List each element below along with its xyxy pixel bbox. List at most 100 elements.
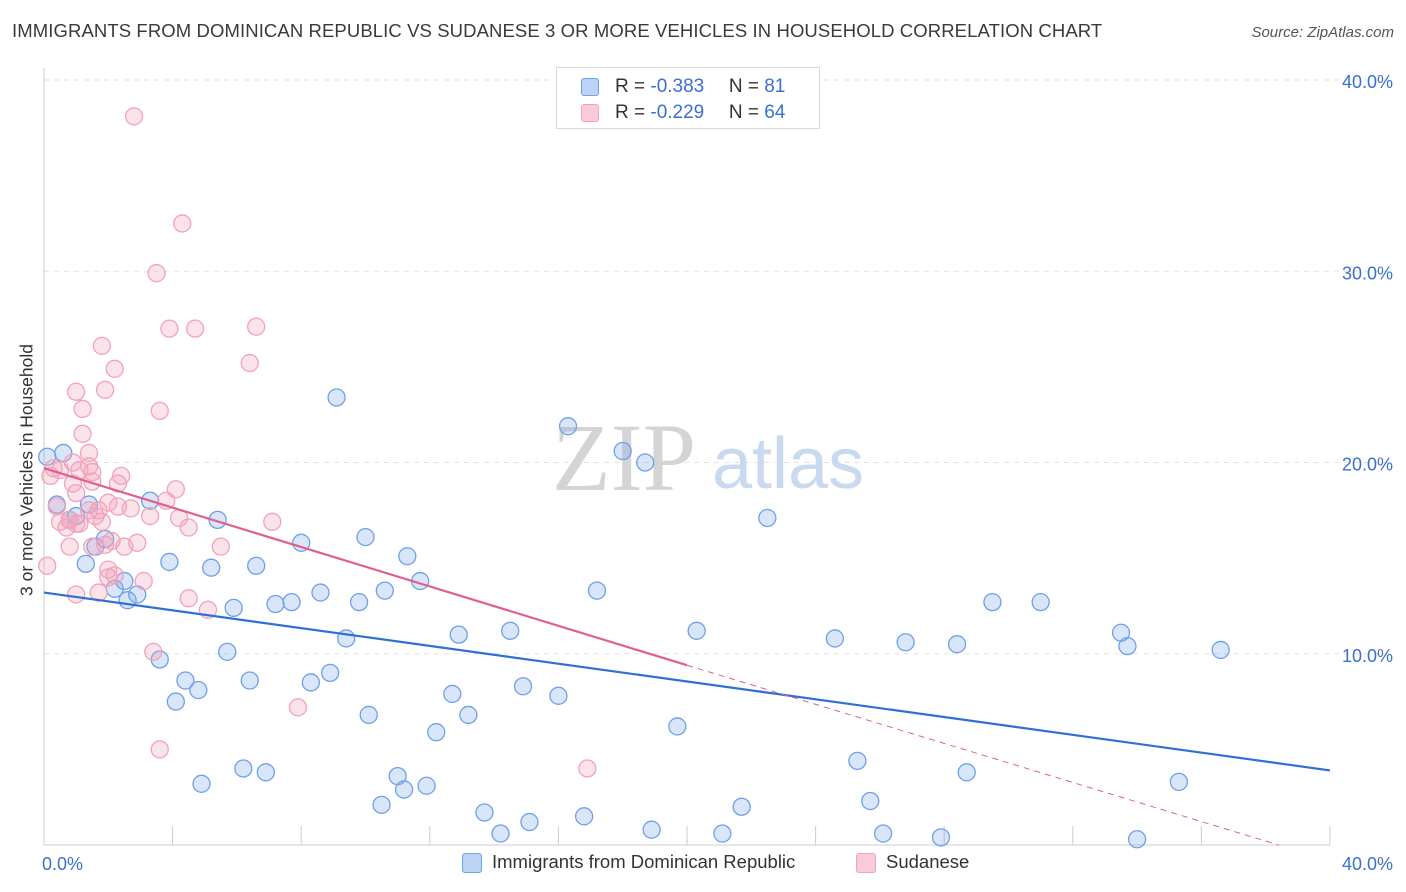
data-point-dominican <box>1127 830 1147 849</box>
data-point-dominican <box>1169 772 1189 792</box>
data-point-sudanese <box>112 466 131 486</box>
legend-n-label: N = <box>728 76 765 97</box>
data-point-dominican <box>218 642 237 661</box>
legend-swatch-sudanese <box>581 104 599 122</box>
data-point-sudanese <box>263 512 282 531</box>
data-point-sudanese <box>89 501 108 520</box>
data-point-sudanese <box>38 556 57 575</box>
data-point-sudanese <box>134 571 153 591</box>
data-point-dominican <box>320 663 340 683</box>
data-point-sudanese <box>173 214 192 233</box>
data-point-sudanese <box>99 568 118 587</box>
data-point-sudanese <box>67 585 86 604</box>
data-point-sudanese <box>105 359 124 378</box>
data-point-dominican <box>520 812 539 832</box>
data-point-sudanese <box>150 401 169 421</box>
data-point-dominican <box>54 443 73 463</box>
data-point-dominican <box>282 592 301 612</box>
data-point-sudanese <box>83 462 102 482</box>
data-point-dominican <box>240 671 259 690</box>
data-point-dominican <box>349 592 369 612</box>
data-point-dominican <box>459 705 478 725</box>
data-point-dominican <box>359 705 378 725</box>
data-point-sudanese <box>47 497 67 516</box>
data-point-dominican <box>668 717 687 736</box>
data-point-dominican <box>983 592 1002 612</box>
data-point-sudanese <box>121 499 140 518</box>
data-point-sudanese <box>211 537 230 556</box>
data-point-sudanese <box>128 533 147 552</box>
data-point-sudanese <box>73 399 92 419</box>
data-point-dominican <box>1031 592 1050 612</box>
axes <box>43 68 1331 846</box>
data-point-sudanese <box>144 642 163 661</box>
data-point-sudanese <box>67 483 86 503</box>
data-point-dominican <box>301 673 320 692</box>
legend-label-dominican: Immigrants from Dominican Republic <box>492 851 796 872</box>
series-sudanese-points <box>38 107 597 778</box>
legend-swatch-dominican <box>581 78 599 96</box>
data-point-dominican <box>327 388 346 407</box>
data-point-dominican <box>176 671 195 690</box>
data-point-dominican <box>825 629 845 648</box>
y-tick-label: 10.0% <box>1342 646 1393 666</box>
data-point-dominican <box>311 583 330 602</box>
data-point-dominican <box>76 554 95 574</box>
data-point-sudanese <box>179 589 198 608</box>
data-point-sudanese <box>60 537 79 556</box>
data-point-dominican <box>587 581 607 600</box>
data-point-sudanese <box>185 319 205 338</box>
data-point-dominican <box>896 633 915 652</box>
trend-line-dominican <box>43 591 1331 772</box>
data-point-dominican <box>192 774 211 793</box>
data-point-sudanese <box>70 514 89 533</box>
data-point-dominican <box>449 625 468 644</box>
data-point-sudanese <box>83 472 102 491</box>
legend-n-value: 81 <box>764 76 786 97</box>
data-point-sudanese <box>124 107 144 126</box>
legend-n-value: 64 <box>764 102 786 123</box>
data-point-sudanese <box>92 336 112 355</box>
data-point-dominican <box>636 453 655 472</box>
data-point-sudanese <box>79 443 99 463</box>
y-axis-label: 3 or more Vehicles in Household <box>16 344 37 596</box>
data-point-sudanese <box>179 518 198 537</box>
data-point-sudanese <box>160 319 179 338</box>
data-point-dominican <box>202 558 221 577</box>
y-tick-label: 30.0% <box>1342 263 1393 283</box>
data-point-dominican <box>79 495 99 514</box>
legend-stats: R = -0.383 N = 81 R = -0.229 N = 64 <box>556 67 820 129</box>
source-credit: Source: ZipAtlas.com <box>1251 24 1394 41</box>
data-point-dominican <box>873 824 893 843</box>
data-point-dominican <box>160 552 179 572</box>
data-point-dominican <box>443 684 462 704</box>
gridlines <box>44 79 1390 655</box>
legend-r-label: R = <box>615 76 651 97</box>
legend-label-sudanese: Sudanese <box>886 851 970 872</box>
trend-extension-sudanese <box>686 664 1279 846</box>
data-point-sudanese <box>166 480 185 499</box>
data-point-dominican <box>1118 636 1137 656</box>
data-point-dominican <box>417 776 436 795</box>
data-point-dominican <box>613 441 632 461</box>
data-point-sudanese <box>240 353 259 373</box>
data-point-dominican <box>266 594 285 614</box>
data-point-sudanese <box>95 380 115 399</box>
data-point-sudanese <box>578 759 597 778</box>
legend-n-label: N = <box>728 102 765 123</box>
data-point-dominican <box>256 763 275 782</box>
data-point-dominican <box>687 621 706 640</box>
data-point-dominican <box>292 533 311 552</box>
x-tick-label: 40.0% <box>1342 854 1393 874</box>
legend-r-value: -0.383 <box>650 76 705 97</box>
data-point-dominican <box>1211 640 1230 660</box>
data-point-sudanese <box>99 493 118 512</box>
data-point-dominican <box>394 780 414 799</box>
data-point-sudanese <box>140 506 160 526</box>
data-point-dominican <box>375 581 394 600</box>
data-point-dominican <box>224 598 243 617</box>
data-point-sudanese <box>247 317 266 336</box>
data-point-dominican <box>758 508 777 528</box>
trend-lines <box>43 467 1331 846</box>
